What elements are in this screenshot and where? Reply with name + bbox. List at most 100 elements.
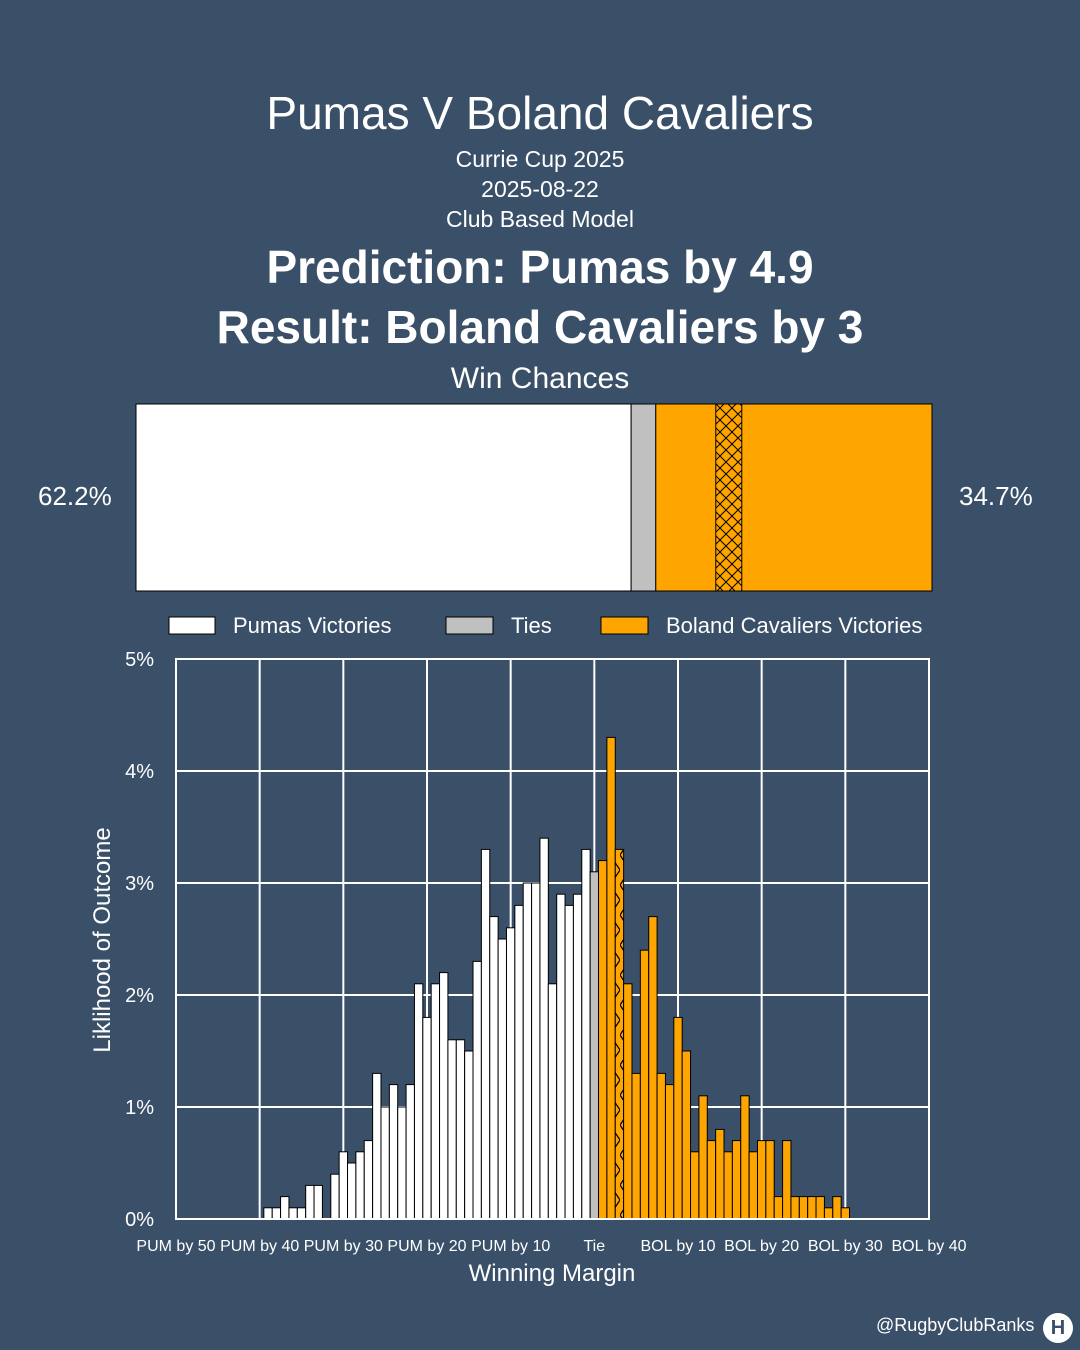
histogram-bar [631, 1072, 641, 1220]
watermark-handle: @RugbyClubRanks [876, 1315, 1035, 1335]
plot-frame [175, 658, 930, 1220]
histogram-bar [664, 1084, 675, 1220]
legend-swatch-away [600, 616, 649, 635]
legend-label-home: Pumas Victories [233, 613, 392, 638]
histogram-bar [397, 1106, 407, 1220]
x-tick-label: PUM by 20 [387, 1238, 466, 1255]
histogram-bar [690, 1151, 700, 1220]
histogram-bar [330, 1173, 340, 1220]
histogram-bar [514, 904, 524, 1220]
histogram-bar [464, 1050, 474, 1220]
histogram-bar [598, 860, 608, 1220]
y-tick-label: 2% [125, 985, 154, 1007]
histogram-bar [639, 949, 650, 1220]
histogram-bar [547, 983, 558, 1220]
histogram-bar [388, 1084, 399, 1220]
histogram-bar [765, 1140, 775, 1220]
y-axis-label: Liklihood of Outcome [89, 827, 116, 1052]
histogram-bar [489, 916, 499, 1220]
legend-swatch-home [168, 616, 216, 635]
y-tick-label: 0% [125, 1209, 154, 1231]
x-tick-label: BOL by 40 [891, 1238, 966, 1255]
win-bar-home-segment [135, 403, 632, 592]
y-tick-label: 1% [125, 1097, 154, 1119]
histogram-bar [372, 1072, 382, 1220]
histogram-bar [472, 960, 482, 1220]
y-tick-label: 3% [125, 873, 154, 895]
histogram-bar [706, 1140, 717, 1220]
histogram-bar [305, 1184, 315, 1220]
histogram-bar [740, 1095, 750, 1220]
model-label: Club Based Model [446, 206, 634, 232]
histogram-bar [422, 1016, 432, 1220]
win-chances-bar [135, 403, 933, 592]
legend: Pumas Victories Ties Boland Cavaliers Vi… [168, 613, 922, 638]
histogram-bar [731, 1140, 742, 1220]
win-bar-away-segment [655, 403, 933, 592]
histogram-bar [413, 983, 424, 1220]
win-bar-tie-segment [630, 403, 657, 592]
result-text: Result: Boland Cavaliers by 3 [216, 301, 864, 353]
histogram-bar [832, 1196, 842, 1220]
histogram-bar [430, 983, 441, 1220]
logo-icon: H [1043, 1313, 1073, 1343]
histogram-bar [815, 1196, 825, 1220]
histogram-bar [823, 1207, 834, 1220]
histogram-bar [522, 882, 533, 1220]
win-bar-result-marker [715, 403, 743, 592]
histogram-bar [698, 1095, 708, 1220]
histogram-bar [539, 837, 549, 1220]
histogram-bar [455, 1039, 466, 1220]
x-tick-label: BOL by 10 [640, 1238, 715, 1255]
histogram-bar [572, 893, 583, 1220]
histogram-bar [673, 1016, 683, 1220]
histogram-bar [798, 1196, 809, 1220]
histogram-bar [347, 1162, 357, 1220]
histogram-bar [480, 848, 491, 1220]
histogram-bar [715, 1128, 725, 1220]
histogram-bar [380, 1106, 390, 1220]
histogram-bar [773, 1196, 784, 1220]
home-win-percentage: 62.2% [38, 481, 112, 511]
histogram-bar [681, 1050, 692, 1220]
competition-label: Currie Cup 2025 [455, 146, 625, 172]
histogram-bar [606, 736, 616, 1220]
away-win-percentage: 34.7% [959, 481, 1033, 511]
histogram-bar [581, 848, 591, 1220]
prediction-text: Prediction: Pumas by 4.9 [266, 241, 814, 293]
histogram-bar [656, 1072, 666, 1220]
histogram-bar [313, 1184, 323, 1220]
histogram-bar [556, 893, 566, 1220]
histogram-bar [748, 1151, 758, 1220]
x-tick-label: BOL by 30 [808, 1238, 883, 1255]
x-tick-label: PUM by 10 [471, 1238, 550, 1255]
histogram-bar [271, 1207, 282, 1220]
y-tick-label: 5% [125, 649, 154, 671]
histogram-bar [447, 1039, 457, 1220]
y-tick-label: 4% [125, 761, 154, 783]
histogram-bar [756, 1140, 767, 1220]
page-title: Pumas V Boland Cavaliers [266, 87, 814, 139]
histogram-bar [288, 1207, 298, 1220]
legend-label-tie: Ties [511, 613, 552, 638]
histogram-bar [505, 927, 516, 1220]
histogram-bar [338, 1151, 349, 1220]
histogram-bar [296, 1207, 307, 1220]
histogram-bar [840, 1207, 851, 1220]
histogram-bar [589, 871, 600, 1220]
x-tick-label: PUM by 30 [304, 1238, 383, 1255]
x-tick-label: PUM by 40 [220, 1238, 299, 1255]
histogram-bar [363, 1140, 374, 1220]
legend-label-away: Boland Cavaliers Victories [666, 613, 922, 638]
histogram-bar [263, 1207, 273, 1220]
histogram-bar [280, 1196, 290, 1220]
histogram-bar [648, 916, 658, 1220]
legend-swatch-tie [445, 616, 494, 635]
histogram-bar [623, 983, 633, 1220]
histogram-bar [439, 972, 449, 1220]
x-tick-label: PUM by 50 [136, 1238, 215, 1255]
histogram-bar [564, 904, 574, 1220]
histogram-bar [807, 1196, 817, 1220]
histogram-bar [723, 1151, 733, 1220]
